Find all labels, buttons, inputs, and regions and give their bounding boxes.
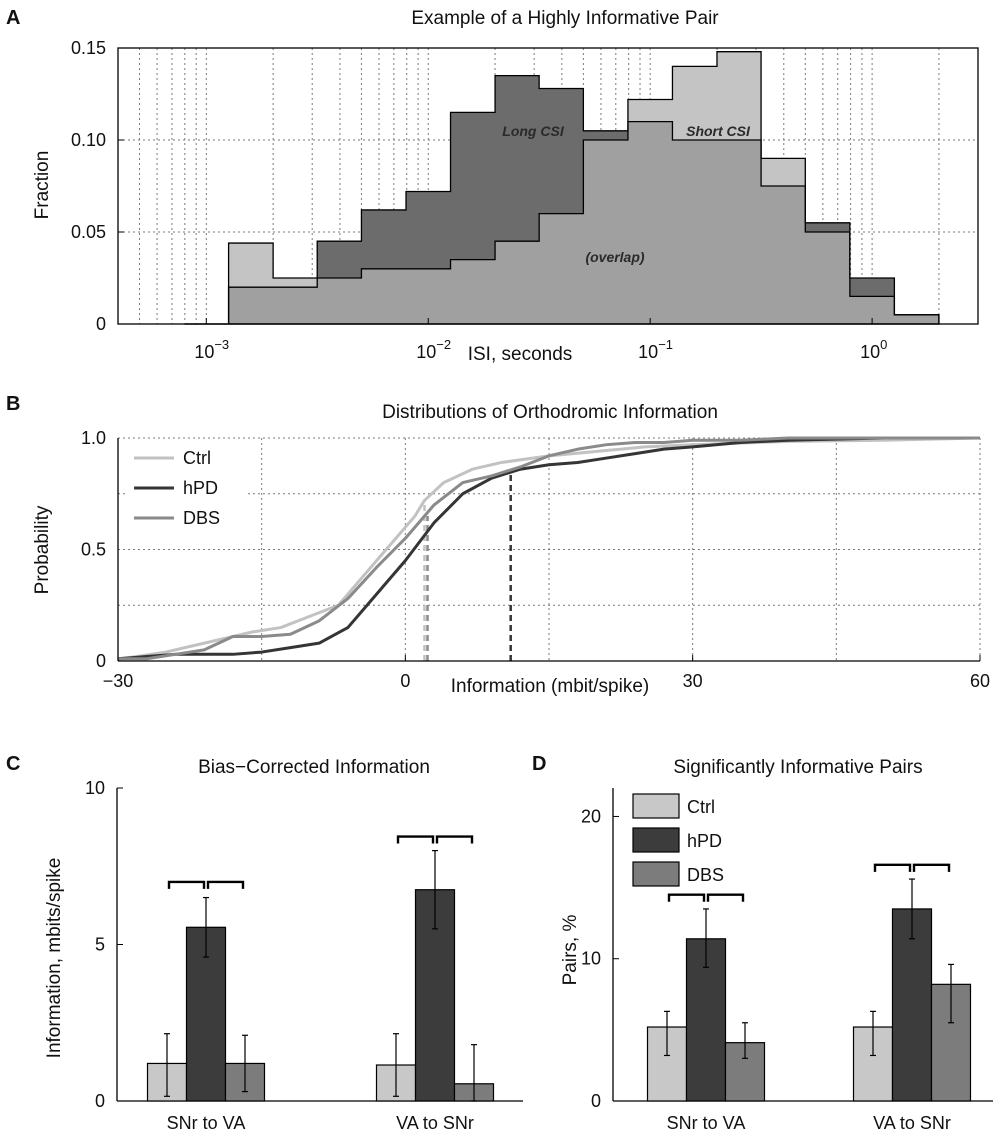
y-tick-label-b: 0	[96, 651, 106, 671]
significance-bracket	[706, 893, 745, 902]
panel-b: B Distributions of Orthodromic Informati…	[6, 393, 990, 699]
y-tick-label-a: 0.10	[71, 130, 106, 150]
cdf-line-hpd	[117, 436, 980, 661]
y-tick-label-b: 0.5	[81, 540, 106, 560]
x-tick-label-a: 10−2	[416, 337, 451, 362]
panel-label-a: A	[6, 7, 20, 29]
plot-frame-a	[117, 47, 979, 325]
y-tick-label: 10	[581, 949, 601, 969]
x-tick-label-b: −30	[103, 671, 134, 691]
y-axis-label-d: Pairs, %	[560, 915, 581, 986]
category-label: SNr to VA	[167, 1113, 246, 1133]
hist-overlap	[184, 121, 939, 324]
y-tick-label: 5	[95, 935, 105, 955]
chart-title-a: Example of a Highly Informative Pair	[411, 8, 719, 29]
y-tick-label-a: 0	[96, 314, 106, 334]
legend-label-dbs: DBS	[183, 508, 220, 528]
y-tick-label-b: 1.0	[81, 428, 106, 448]
x-axis-label-b: Information (mbit/spike)	[451, 676, 650, 697]
legend-label-ctrl: Ctrl	[183, 448, 211, 468]
x-tick-label-a: 10−1	[638, 337, 673, 362]
x-axis-label-a: ISI, seconds	[468, 344, 573, 365]
legend-label-dbs: DBS	[687, 865, 724, 885]
significance-bracket	[435, 835, 474, 844]
chart-title-b: Distributions of Orthodromic Information	[382, 402, 718, 423]
x-tick-label-b: 30	[683, 671, 703, 691]
significance-bracket	[667, 893, 706, 902]
y-tick-label: 0	[591, 1091, 601, 1111]
category-label: VA to SNr	[396, 1113, 474, 1133]
legend-b: Ctrl hPD DBS	[126, 442, 246, 536]
annotation-long-csi: Long CSI	[502, 123, 565, 139]
category-label: SNr to VA	[667, 1113, 746, 1133]
x-tick-label-a: 10−3	[194, 337, 229, 362]
y-axis-label-b: Probability	[32, 505, 53, 594]
bar-hpd	[891, 908, 933, 1102]
cdf-line-ctrl	[117, 436, 981, 661]
hist-outline-long-csi	[184, 74, 940, 325]
y-tick-label: 0	[95, 1091, 105, 1111]
cdf-line-dbs	[118, 436, 980, 661]
annotation-short-csi: Short CSI	[686, 123, 751, 139]
panel-c: C Bias−Corrected Information Information…	[6, 753, 523, 1133]
chart-title-c: Bias−Corrected Information	[198, 757, 430, 778]
legend-label-ctrl: Ctrl	[687, 797, 715, 817]
significance-bracket	[206, 880, 245, 889]
y-tick-label-a: 0.15	[71, 38, 106, 58]
legend-swatch-ctrl	[632, 793, 680, 819]
legend-swatch-hpd	[632, 827, 680, 853]
legend-swatch-dbs	[632, 861, 680, 887]
y-tick-label: 20	[581, 806, 601, 826]
significance-bracket	[396, 835, 435, 844]
x-tick-label-b: 0	[400, 671, 410, 691]
y-tick-label: 10	[85, 778, 105, 798]
chart-title-d: Significantly Informative Pairs	[673, 757, 922, 778]
panel-label-c: C	[6, 753, 20, 775]
panel-d: D Significantly Informative Pairs Pairs,…	[532, 753, 993, 1133]
significance-bracket	[873, 863, 912, 872]
annotation-overlap: (overlap)	[585, 249, 644, 265]
significance-bracket	[167, 880, 206, 889]
y-axis-label-a: Fraction	[32, 151, 53, 220]
x-tick-label-b: 60	[970, 671, 990, 691]
legend-label-hpd: hPD	[183, 478, 218, 498]
x-tick-label-a: 100	[860, 337, 887, 362]
panel-label-d: D	[532, 753, 546, 775]
category-label: VA to SNr	[873, 1113, 951, 1133]
legend-label-hpd: hPD	[687, 831, 722, 851]
significance-bracket	[912, 863, 951, 872]
y-tick-label-a: 0.05	[71, 222, 106, 242]
y-axis-label-c: Information, mbits/spike	[44, 858, 65, 1059]
panel-a: A Example of a Highly Informative Pair F…	[6, 7, 979, 365]
panel-label-b: B	[6, 393, 20, 415]
